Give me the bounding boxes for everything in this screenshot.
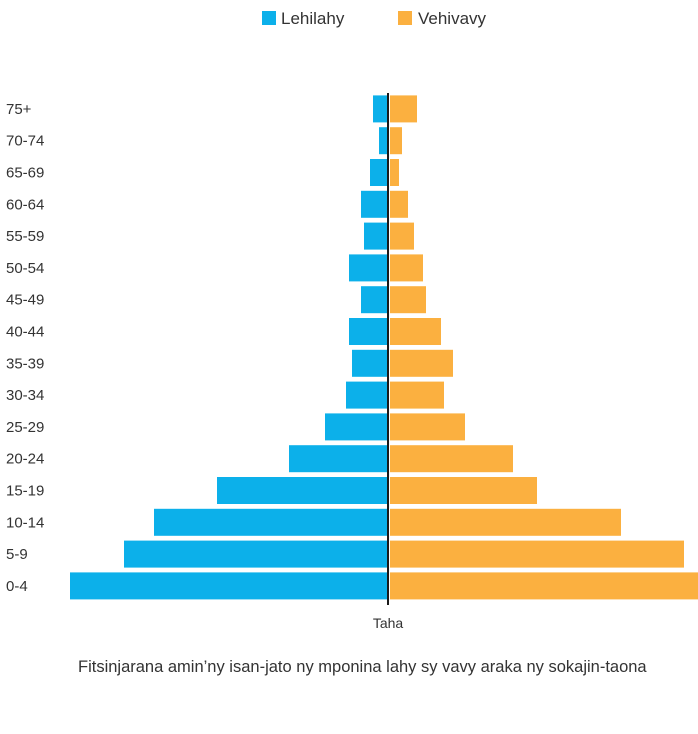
bar-lehilahy-20-24 — [289, 445, 388, 473]
bar-vehivavy-0-4 — [390, 572, 698, 600]
bar-lehilahy-45-49 — [361, 286, 388, 314]
x-axis-title-group: Taha — [373, 615, 404, 631]
bar-lehilahy-60-64 — [361, 190, 388, 218]
bar-vehivavy-45-49 — [390, 286, 426, 314]
bar-vehivavy-15-19 — [390, 477, 537, 504]
category-label-20-24: 20-24 — [6, 451, 44, 468]
bar-lehilahy-25-29 — [325, 413, 388, 441]
bar-vehivavy-60-64 — [390, 190, 408, 218]
bar-lehilahy-75+ — [373, 95, 388, 123]
bars-group — [70, 95, 698, 600]
legend-item-vehivavy: Vehivavy — [398, 9, 487, 28]
category-label-25-29: 25-29 — [6, 419, 44, 436]
category-label-55-59: 55-59 — [6, 228, 44, 245]
bar-lehilahy-70-74 — [379, 127, 388, 155]
bar-lehilahy-50-54 — [349, 254, 388, 282]
x-axis-title: Taha — [373, 615, 404, 631]
category-label-40-44: 40-44 — [6, 324, 44, 341]
category-label-35-39: 35-39 — [6, 355, 44, 372]
category-label-45-49: 45-49 — [6, 292, 44, 309]
bar-vehivavy-30-34 — [390, 381, 444, 409]
bar-vehivavy-50-54 — [390, 254, 423, 282]
bar-vehivavy-65-69 — [390, 159, 399, 186]
bar-vehivavy-5-9 — [390, 540, 684, 568]
bar-lehilahy-15-19 — [217, 477, 388, 504]
category-label-0-4: 0-4 — [6, 578, 28, 595]
category-label-50-54: 50-54 — [6, 260, 44, 277]
legend-swatch — [262, 11, 276, 25]
bar-lehilahy-30-34 — [346, 381, 388, 409]
population-pyramid-chart: Lehilahy Vehivavy 75+ 70-74 65-69 60-64 55-59… — [6, 9, 698, 631]
bar-lehilahy-35-39 — [352, 349, 388, 377]
category-axis-labels: 75+ 70-74 65-69 60-64 55-59 50-54 45-49 40-44 35… — [6, 101, 44, 595]
bar-lehilahy-40-44 — [349, 318, 388, 345]
figure-caption: Fitsinjarana amin’ny isan-jato ny mponin… — [78, 658, 647, 676]
legend-swatch — [398, 11, 412, 25]
bar-vehivavy-10-14 — [390, 508, 621, 536]
bar-vehivavy-55-59 — [390, 222, 414, 250]
bar-vehivavy-70-74 — [390, 127, 402, 155]
bar-lehilahy-10-14 — [154, 508, 388, 536]
bar-lehilahy-55-59 — [364, 222, 388, 250]
bar-lehilahy-0-4 — [70, 572, 388, 600]
bar-lehilahy-5-9 — [124, 540, 388, 568]
chart-legend: Lehilahy Vehivavy — [262, 9, 487, 28]
category-label-60-64: 60-64 — [6, 196, 44, 213]
legend-item-lehilahy: Lehilahy — [262, 9, 345, 28]
bar-vehivavy-20-24 — [390, 445, 513, 473]
category-label-30-34: 30-34 — [6, 387, 44, 404]
category-label-75+: 75+ — [6, 101, 32, 118]
category-label-70-74: 70-74 — [6, 133, 44, 150]
bar-lehilahy-65-69 — [370, 159, 388, 186]
category-label-15-19: 15-19 — [6, 483, 44, 500]
category-label-10-14: 10-14 — [6, 514, 44, 531]
bar-vehivavy-40-44 — [390, 318, 441, 345]
legend-label: Lehilahy — [281, 9, 345, 28]
category-label-5-9: 5-9 — [6, 546, 28, 563]
legend-label: Vehivavy — [418, 9, 487, 28]
bar-vehivavy-25-29 — [390, 413, 465, 441]
bar-vehivavy-75+ — [390, 95, 417, 123]
bar-vehivavy-35-39 — [390, 349, 453, 377]
category-label-65-69: 65-69 — [6, 165, 44, 182]
